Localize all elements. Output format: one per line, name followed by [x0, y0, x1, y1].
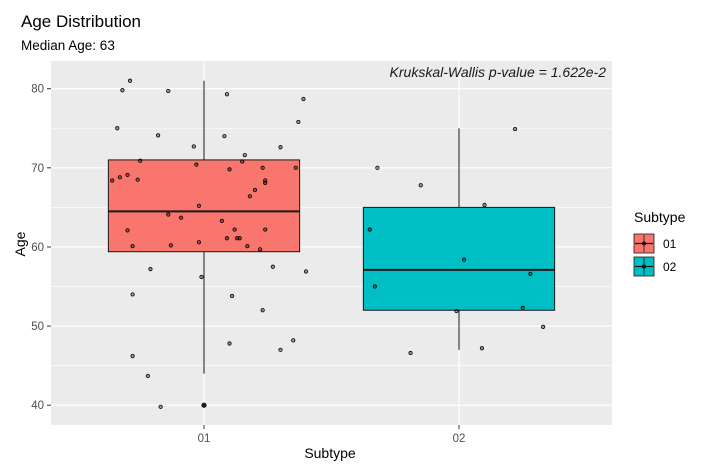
data-point	[263, 227, 268, 232]
data-point	[252, 187, 258, 193]
data-point	[260, 308, 265, 313]
pvalue-annotation: Krukskal-Wallis p-value = 1.622e-2	[390, 64, 607, 80]
chart-title: Age Distribution	[21, 12, 141, 31]
legend: Subtype 01 02	[633, 209, 686, 277]
data-point	[145, 373, 150, 379]
data-point	[278, 145, 283, 150]
data-point	[191, 144, 196, 149]
data-point	[166, 212, 171, 217]
legend-key-point	[641, 241, 647, 246]
legend-label-01: 01	[663, 237, 677, 251]
data-point	[120, 88, 125, 93]
data-point	[375, 165, 380, 170]
plot-panel: 40 50 60 70 80 01 02	[31, 61, 612, 445]
data-point	[158, 404, 163, 409]
data-point	[110, 178, 115, 183]
data-point	[242, 153, 247, 158]
data-point	[125, 228, 130, 233]
data-point	[232, 227, 237, 232]
legend-title: Subtype	[634, 209, 686, 225]
data-point	[168, 243, 173, 248]
data-point	[199, 274, 204, 280]
data-point	[278, 347, 283, 352]
y-tick-label: 40	[31, 400, 44, 412]
data-point	[135, 177, 140, 182]
data-point	[227, 167, 232, 172]
data-point	[224, 92, 230, 97]
data-point	[482, 202, 487, 208]
data-point	[454, 308, 459, 314]
data-point	[240, 159, 245, 164]
data-point	[247, 194, 252, 199]
data-point	[130, 354, 135, 359]
data-point	[301, 96, 306, 102]
y-tick-label: 50	[31, 321, 44, 333]
data-point	[479, 346, 485, 351]
data-point	[541, 324, 546, 329]
data-point	[303, 269, 309, 274]
data-point	[222, 134, 227, 139]
data-point	[196, 203, 201, 208]
legend-key-point	[641, 264, 647, 269]
data-point	[115, 126, 120, 131]
data-point	[117, 175, 122, 180]
data-point	[512, 126, 518, 132]
data-point	[166, 88, 171, 94]
data-point	[257, 247, 263, 252]
data-point	[125, 172, 130, 178]
data-point	[224, 236, 230, 241]
data-point	[372, 284, 377, 289]
data-point	[130, 292, 135, 297]
data-point	[194, 162, 199, 167]
x-axis-title: Subtype	[304, 445, 356, 461]
data-point	[408, 350, 413, 356]
data-point	[245, 244, 250, 249]
data-point	[528, 271, 533, 276]
data-point	[293, 165, 298, 170]
data-point	[227, 341, 232, 346]
box-01	[107, 159, 301, 253]
data-point	[461, 257, 467, 262]
data-point	[148, 267, 153, 272]
chart-subtitle: Median Age: 63	[21, 38, 115, 53]
data-point	[127, 78, 133, 83]
data-point	[178, 215, 184, 220]
y-axis-title: Age	[12, 231, 28, 256]
data-point	[138, 158, 143, 163]
outlier-point	[201, 402, 207, 408]
data-point	[263, 180, 268, 185]
data-point	[418, 183, 423, 188]
data-point	[270, 264, 275, 269]
legend-label-02: 02	[663, 260, 677, 274]
data-point	[130, 244, 135, 249]
data-point	[237, 236, 242, 241]
x-tick-label: 01	[198, 433, 211, 445]
data-point	[219, 218, 224, 223]
data-point	[196, 240, 201, 245]
data-point	[229, 293, 235, 299]
y-tick-label: 80	[31, 84, 44, 96]
y-tick-label: 70	[31, 163, 44, 175]
data-point	[291, 338, 296, 343]
box-02	[362, 206, 556, 311]
data-point	[296, 119, 301, 125]
data-point	[520, 305, 525, 310]
data-point	[156, 133, 161, 138]
x-tick-label: 02	[453, 433, 466, 445]
y-tick-label: 60	[31, 242, 44, 254]
data-point	[367, 227, 372, 232]
data-point	[260, 165, 265, 170]
